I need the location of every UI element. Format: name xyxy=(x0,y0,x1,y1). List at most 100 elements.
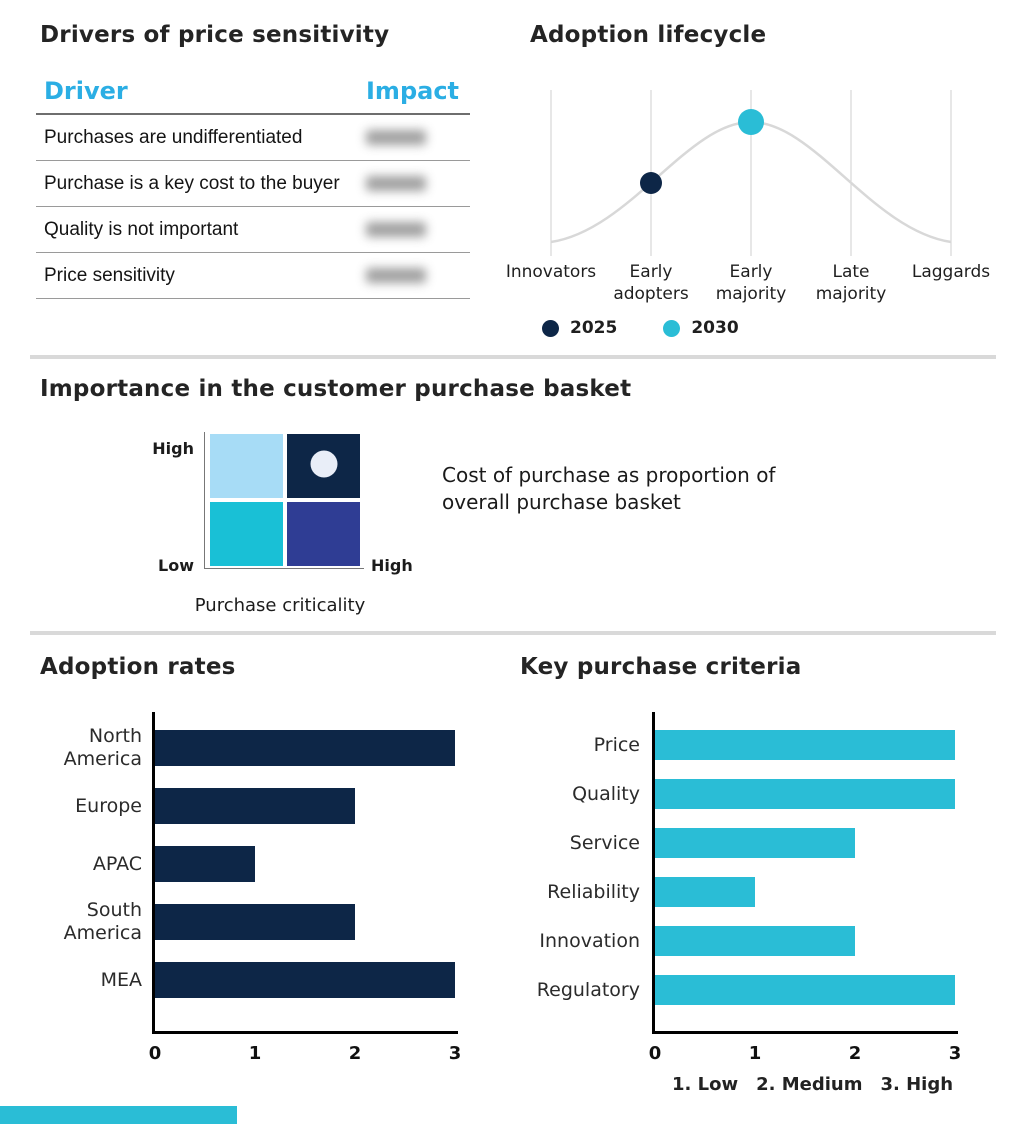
bar-category-label: Service xyxy=(569,831,640,854)
marker-2030 xyxy=(738,109,764,135)
x-tick-label: 1 xyxy=(748,1043,762,1064)
drivers-table: Driver Impact Purchases are undifferenti… xyxy=(36,68,470,299)
legend-item: 2030 xyxy=(663,318,739,338)
x-axis-high-label: High xyxy=(371,556,413,575)
key-purchase-criteria-chart: Price Quality Service Reliability Innovation… xyxy=(520,712,961,1064)
drivers-table-header-row: Driver Impact xyxy=(36,68,470,115)
y-axis-low-label: Low xyxy=(158,556,194,575)
driver-column-header: Driver xyxy=(44,76,128,105)
bar-category-label: APAC xyxy=(92,852,142,875)
bar-row xyxy=(655,730,958,760)
section-divider xyxy=(30,631,996,635)
lifecycle-legend: 2025 2030 xyxy=(542,318,1016,338)
x-tick-label: 2 xyxy=(848,1043,862,1064)
adoption-rates-chart: North America Europe APAC South America MEA … xyxy=(40,712,461,1064)
bar xyxy=(655,828,855,858)
bar-category-label: South America xyxy=(63,899,142,944)
driver-cell: Quality is not important xyxy=(44,218,239,240)
lifecycle-category-labels: Innovators Early adopters Early majority La… xyxy=(506,262,1016,310)
driver-cell: Purchase is a key cost to the buyer xyxy=(44,172,340,194)
bar-category-label: Innovation xyxy=(539,929,640,952)
basket-section-title: Importance in the customer purchase bask… xyxy=(40,376,632,402)
footnote-low: 1. Low xyxy=(672,1074,739,1095)
lifecycle-curve-svg xyxy=(550,90,952,256)
bar xyxy=(155,904,355,940)
bar-row xyxy=(155,904,458,940)
matrix-x-axis-title: Purchase criticality xyxy=(194,595,366,616)
quadrant-top-left xyxy=(210,434,283,498)
drivers-section-title: Drivers of price sensitivity xyxy=(40,22,390,48)
bar-plot-area: 0 1 2 3 xyxy=(649,712,961,1064)
quadrant-bottom-right xyxy=(287,502,360,566)
drivers-table-body: Purchases are undifferentiated Purchase i… xyxy=(36,115,470,299)
bar-category-labels: North America Europe APAC South America MEA xyxy=(40,712,152,1034)
lifecycle-category-label: Early adopters xyxy=(613,262,689,304)
legend-dot-icon xyxy=(542,319,559,337)
matrix-axes xyxy=(204,432,364,569)
bar xyxy=(655,779,955,809)
redacted-impact-value xyxy=(366,176,426,191)
bar-row xyxy=(655,926,958,956)
bar xyxy=(655,926,855,956)
bar xyxy=(155,788,355,824)
driver-cell: Purchases are undifferentiated xyxy=(44,126,303,148)
bar-category-labels: Price Quality Service Reliability Innovation… xyxy=(520,712,652,1034)
bar-category-label: Quality xyxy=(572,782,640,805)
impact-cell xyxy=(366,176,470,191)
legend-label: 2030 xyxy=(691,318,739,338)
bar-row xyxy=(155,962,458,998)
x-axis-ticks: 0 1 2 3 xyxy=(149,1043,462,1069)
bar xyxy=(155,730,455,766)
key-purchase-criteria-title: Key purchase criteria xyxy=(520,654,802,680)
x-tick-label: 0 xyxy=(648,1043,662,1064)
adoption-rates-title: Adoption rates xyxy=(40,654,236,680)
bar xyxy=(655,877,755,907)
bar-category-label: Europe xyxy=(75,794,142,817)
table-row: Price sensitivity xyxy=(36,253,470,299)
scale-footnote: 1. Low 2. Medium 3. High xyxy=(672,1074,953,1095)
basket-note-text: Cost of purchase as proportion of overal… xyxy=(442,463,776,514)
x-tick-label: 3 xyxy=(948,1043,962,1064)
bar xyxy=(155,962,455,998)
bar xyxy=(655,975,955,1005)
bar-row xyxy=(655,975,958,1005)
bar-row xyxy=(155,788,458,824)
table-row: Purchases are undifferentiated xyxy=(36,115,470,161)
bar xyxy=(155,846,255,882)
marker-2025 xyxy=(640,172,662,194)
redacted-impact-value xyxy=(366,268,426,283)
lifecycle-category-label: Innovators xyxy=(505,262,597,282)
section-divider xyxy=(30,355,996,359)
bar-row xyxy=(655,828,958,858)
brand-bar xyxy=(0,1106,237,1124)
bar-row xyxy=(155,846,458,882)
bar xyxy=(655,730,955,760)
lifecycle-category-label: Late majority xyxy=(815,262,887,304)
bar-plot-area: 0 1 2 3 xyxy=(149,712,461,1064)
legend-label: 2025 xyxy=(570,318,618,338)
x-tick-label: 2 xyxy=(348,1043,362,1064)
x-tick-label: 3 xyxy=(448,1043,462,1064)
purchase-matrix xyxy=(210,434,360,566)
footnote-high: 3. High xyxy=(880,1074,954,1095)
impact-cell xyxy=(366,222,470,237)
quadrant-top-right xyxy=(287,434,360,498)
bar-category-label: North America xyxy=(63,725,142,770)
impact-column-header: Impact xyxy=(366,76,460,105)
bar-category-label: MEA xyxy=(100,968,142,991)
adoption-lifecycle-chart: Innovators Early adopters Early majority La… xyxy=(506,86,1016,354)
legend-item: 2025 xyxy=(542,318,617,338)
bar-category-label: Regulatory xyxy=(536,978,640,1001)
x-tick-label: 0 xyxy=(148,1043,162,1064)
x-tick-label: 1 xyxy=(248,1043,262,1064)
table-row: Purchase is a key cost to the buyer xyxy=(36,161,470,207)
position-marker-dot xyxy=(310,450,337,478)
lifecycle-section-title: Adoption lifecycle xyxy=(530,22,767,48)
bar-category-label: Reliability xyxy=(547,880,640,903)
lifecycle-category-label: Laggards xyxy=(911,262,991,282)
impact-cell xyxy=(366,130,470,145)
y-axis-high-label: High xyxy=(152,439,194,458)
x-axis-ticks: 0 1 2 3 xyxy=(649,1043,962,1069)
legend-dot-icon xyxy=(663,319,681,337)
